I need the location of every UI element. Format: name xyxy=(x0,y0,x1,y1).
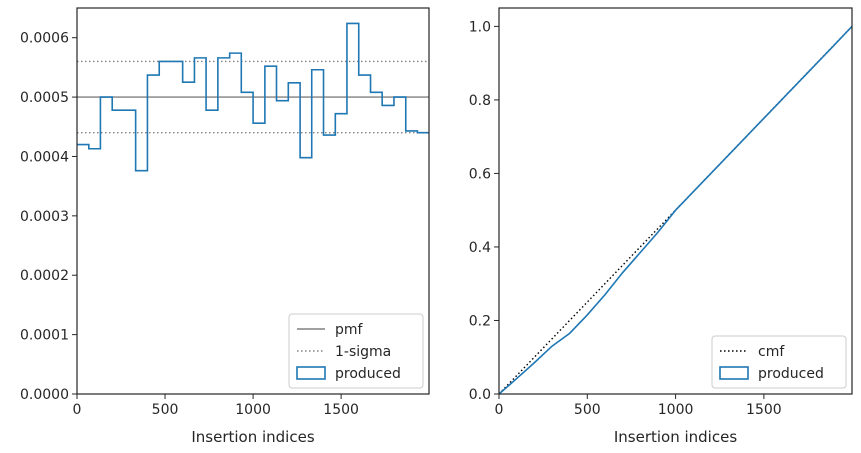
legend-label-cmf: cmf xyxy=(758,344,785,360)
right-chart-panel: 0 500 1000 1500 0.0 0.2 0.4 0.6 0.8 1.0 Insertion … xyxy=(469,7,853,446)
legend-swatch-produced xyxy=(719,366,749,380)
y-tick-label: 0.2 xyxy=(469,313,491,329)
y-tick-label: 0.0000 xyxy=(20,387,69,403)
series-produced-line xyxy=(499,25,852,394)
series-produced-line xyxy=(77,22,429,172)
y-tick-label: 0.0003 xyxy=(20,209,69,225)
legend-swatch-produced xyxy=(296,366,326,380)
legend-label-1-sigma: 1-sigma xyxy=(335,344,391,360)
legend-label-produced: produced xyxy=(335,366,401,382)
plot-area xyxy=(499,25,852,394)
legend: cmf produced xyxy=(711,335,847,389)
legend-box xyxy=(711,335,847,389)
legend-label-produced: produced xyxy=(758,366,824,382)
y-tick-label: 0.6 xyxy=(469,166,491,182)
left-chart-panel: 0 500 1000 1500 0.0000 0.0001 0.0002 0.0003 0.00… xyxy=(20,7,430,446)
y-tick-label: 0.4 xyxy=(469,240,491,256)
x-tick-label: 1000 xyxy=(658,402,694,418)
x-tick-label: 500 xyxy=(574,402,601,418)
legend-label-pmf: pmf xyxy=(335,322,364,338)
y-tick-label: 0.0005 xyxy=(20,90,69,106)
x-tick-label: 0 xyxy=(73,402,82,418)
plot-area xyxy=(77,22,429,172)
y-tick-label: 0.0 xyxy=(469,387,491,403)
x-axis-label: Insertion indices xyxy=(614,428,737,446)
y-tick-label: 1.0 xyxy=(469,19,491,35)
legend: pmf 1-sigma produced xyxy=(288,313,424,389)
x-tick-label: 1500 xyxy=(746,402,782,418)
y-tick-label: 0.0006 xyxy=(20,31,69,47)
y-tick-label: 0.0001 xyxy=(20,328,69,344)
x-tick-label: 1500 xyxy=(323,402,359,418)
x-axis-label: Insertion indices xyxy=(191,428,314,446)
x-tick-label: 500 xyxy=(152,402,179,418)
y-tick-label: 0.0004 xyxy=(20,149,69,165)
x-tick-label: 1000 xyxy=(235,402,271,418)
y-tick-label: 0.8 xyxy=(469,93,491,109)
legend-box xyxy=(288,313,424,389)
y-tick-label: 0.0002 xyxy=(20,268,69,284)
x-tick-label: 0 xyxy=(495,402,504,418)
